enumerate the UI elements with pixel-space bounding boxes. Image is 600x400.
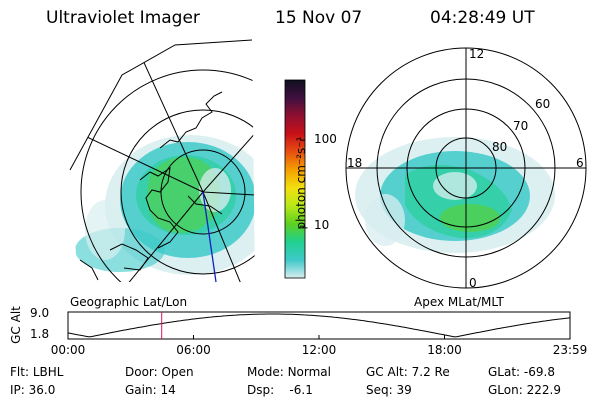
colorbar-unit-label: photon cm⁻²s⁻¹: [294, 136, 308, 230]
geographic-caption: Geographic Lat/Lon: [70, 295, 188, 309]
status-ip-key: IP:: [10, 383, 25, 397]
status-door: Door: Open: [125, 365, 194, 379]
time-tick-label: 23:59: [552, 343, 588, 357]
map-boundary: [69, 39, 253, 171]
mlt-label-top: 12: [469, 47, 485, 61]
status-ip: IP: 36.0: [10, 383, 55, 397]
altitude-strip: [67, 311, 571, 340]
status-dsp-key: Dsp:: [247, 383, 275, 397]
time-tick-label: 18:00: [427, 343, 462, 357]
instrument-title: Ultraviolet Imager: [46, 8, 200, 28]
geographic-map: [69, 39, 255, 283]
status-ip-value: 36.0: [28, 383, 56, 397]
status-mode: Mode: Normal: [247, 365, 331, 379]
status-door-key: Door:: [125, 365, 158, 379]
magnetic-caption: Apex MLat/MLT: [414, 295, 504, 309]
colorbar-gradient: [284, 79, 306, 279]
colorbar: [284, 79, 306, 279]
mlt-label-bottom: 0: [469, 276, 477, 290]
mlt-label-right: 6: [576, 156, 584, 170]
status-filter-key: Flt:: [10, 365, 29, 379]
status-mode-key: Mode:: [247, 365, 284, 379]
geographic-aurora: [75, 135, 255, 275]
mlat-label-70: 70: [513, 119, 529, 133]
altitude-curve: [67, 313, 571, 338]
magnetic-aurora: [355, 137, 555, 253]
altitude-tick-max: 9.0: [30, 306, 50, 320]
colorbar-tick-label: 10: [314, 218, 330, 233]
status-door-value: Open: [161, 365, 194, 379]
time-tick-marks: [67, 335, 571, 339]
time-tick-label: 00:00: [50, 343, 86, 357]
status-seq-key: Seq:: [366, 383, 393, 397]
mlat-label-60: 60: [535, 97, 551, 111]
status-gain-value: 14: [160, 383, 176, 397]
observation-date: 15 Nov 07: [275, 8, 363, 28]
status-glat-key: GLat:: [488, 365, 521, 379]
status-mode-value: Normal: [287, 365, 331, 379]
colorbar-tick-label: 100: [314, 132, 337, 147]
mlt-label-left: 18: [347, 156, 363, 170]
altitude-axis-title: GC Alt: [9, 306, 23, 344]
status-gain: Gain: 14: [125, 383, 176, 397]
time-tick-label: 12:00: [301, 343, 337, 357]
status-glon-key: GLon:: [488, 383, 523, 397]
status-filter-value: LBHL: [32, 365, 64, 379]
status-gain-key: Gain:: [125, 383, 157, 397]
status-gc-alt: GC Alt: 7.2 Re: [366, 365, 450, 379]
status-glon-value: 222.9: [526, 383, 561, 397]
magnetic-polar-plot: [345, 47, 587, 289]
status-seq-value: 39: [396, 383, 412, 397]
status-dsp-value: -6.1: [277, 383, 313, 397]
status-dsp: Dsp: -6.1: [247, 383, 313, 397]
status-filter: Flt: LBHL: [10, 365, 63, 379]
observation-time: 04:28:49 UT: [430, 8, 535, 28]
colorbar-ticks: [300, 139, 305, 227]
altitude-tick-min: 1.8: [30, 327, 50, 341]
status-glat-value: -69.8: [523, 365, 555, 379]
mlt-spokes: [346, 48, 586, 288]
coastline: [79, 91, 223, 281]
status-seq: Seq: 39: [366, 383, 412, 397]
time-tick-label: 06:00: [176, 343, 211, 357]
latitude-circles: [70, 40, 255, 282]
status-gc-alt-value: 7.2 Re: [411, 365, 450, 379]
status-glat: GLat: -69.8: [488, 365, 555, 379]
mlat-label-80: 80: [492, 140, 508, 154]
status-glon: GLon: 222.9: [488, 383, 561, 397]
subsolar-meridian: [202, 191, 217, 283]
status-gc-alt-key: GC Alt:: [366, 365, 408, 379]
